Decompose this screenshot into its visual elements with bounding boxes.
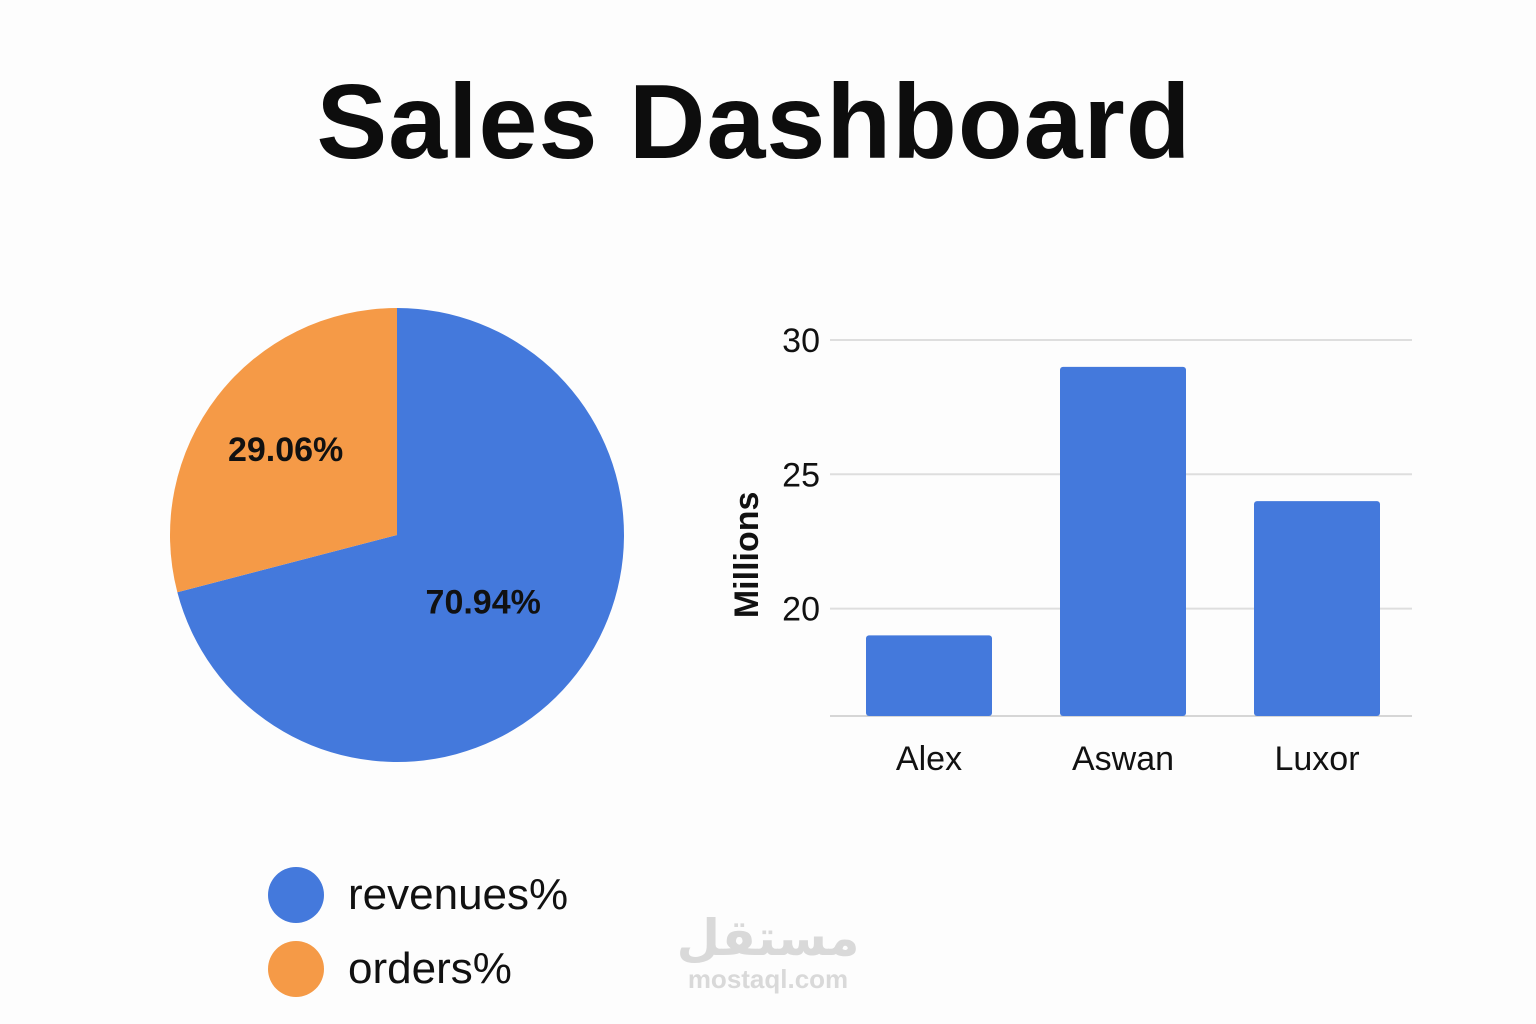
bar-chart: 20 25 30 Millions Alex Aswan Luxor: [728, 322, 1412, 778]
pie-chart: 70.94% 29.06%: [169, 308, 624, 762]
legend-swatch-revenues: [268, 867, 324, 923]
bar-luxor: [1254, 501, 1380, 716]
x-tick-label-luxor: Luxor: [1274, 740, 1359, 778]
y-tick-label: 20: [782, 591, 820, 629]
bar-alex: [866, 635, 992, 716]
legend-item-orders: orders%: [268, 932, 568, 1006]
y-tick-label: 25: [782, 456, 820, 494]
watermark: مستقل mostaql.com: [672, 912, 864, 994]
legend-label-orders: orders%: [348, 944, 512, 993]
x-tick-label-alex: Alex: [896, 740, 962, 778]
legend-item-revenues: revenues%: [268, 858, 568, 932]
y-axis-label: Millions: [728, 492, 766, 619]
legend-swatch-orders: [268, 941, 324, 997]
pie-legend: revenues% orders%: [268, 858, 568, 1006]
legend-label-revenues: revenues%: [348, 870, 569, 919]
bar-aswan: [1060, 366, 1186, 716]
watermark-logo: مستقل: [676, 909, 860, 967]
pie-label-orders: 29.06%: [228, 431, 343, 469]
page-title: Sales Dashboard: [316, 63, 1192, 181]
y-tick-label: 30: [782, 322, 820, 360]
pie-label-revenues: 70.94%: [426, 584, 541, 622]
watermark-url: mostaql.com: [687, 964, 849, 994]
pie-slice-orders: [169, 308, 397, 593]
x-tick-label-aswan: Aswan: [1072, 740, 1174, 778]
pie-slice-revenues: [177, 308, 624, 762]
